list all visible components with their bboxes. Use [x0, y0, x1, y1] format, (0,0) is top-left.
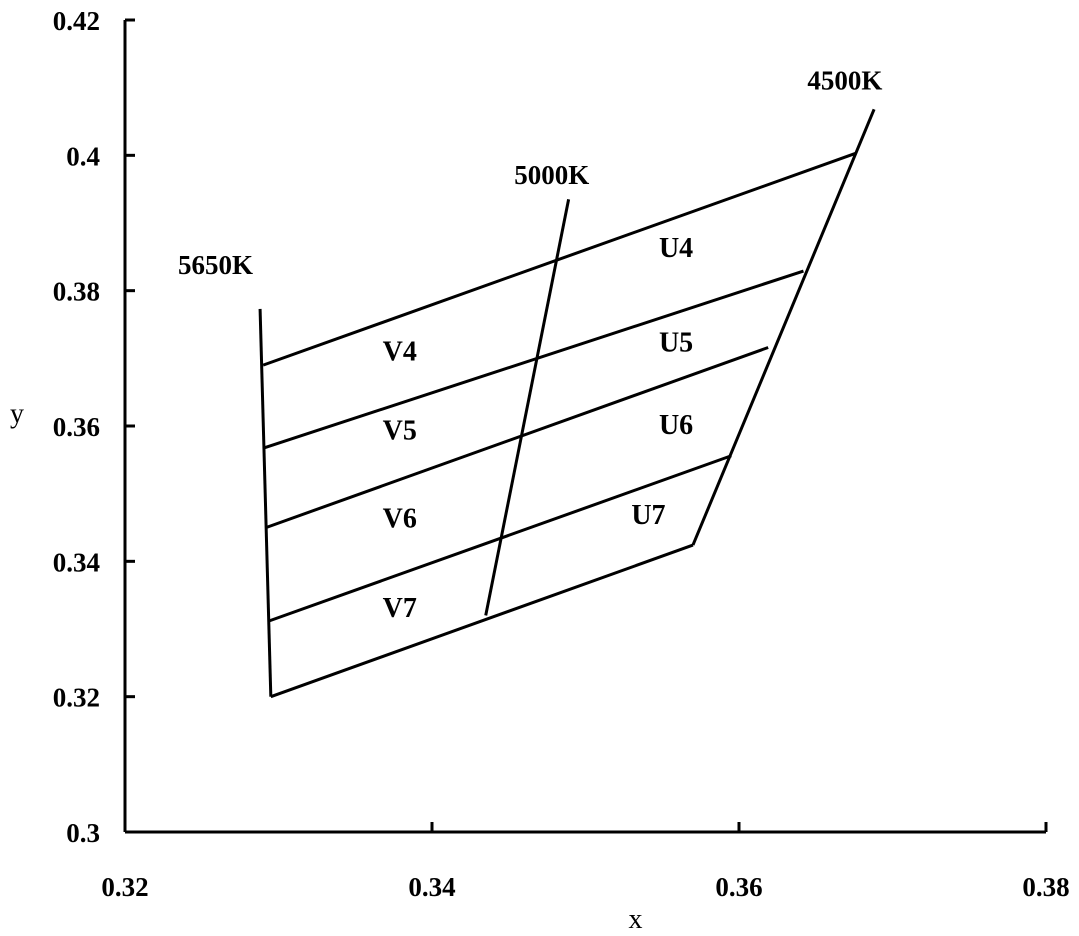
y-tick-label: 0.36: [53, 412, 100, 442]
cct-line: [486, 199, 569, 615]
y-axis-title: y: [10, 399, 24, 430]
y-ticks: 0.3 0.32 0.34 0.36 0.38 0.4 0.42: [53, 6, 135, 848]
cell-label: U7: [631, 500, 665, 531]
y-tick-label: 0.4: [66, 141, 100, 171]
cct-line: [693, 109, 874, 545]
cell-label: V4: [383, 336, 417, 367]
x-ticks: 0.32 0.34 0.36 0.38: [101, 822, 1069, 902]
cell-label: V6: [383, 504, 417, 535]
cct-label: 5000K: [514, 160, 589, 190]
cell-label: V5: [383, 416, 417, 447]
isolines: [263, 153, 856, 696]
cell-label: U4: [659, 233, 693, 264]
cell-label: U6: [659, 410, 693, 441]
y-tick-label: 0.34: [53, 547, 100, 577]
isoline: [271, 545, 693, 697]
x-tick-label: 0.34: [408, 872, 455, 902]
cell-label: V7: [383, 593, 417, 624]
x-tick-label: 0.36: [715, 872, 762, 902]
isoline: [265, 271, 804, 448]
x-tick-label: 0.38: [1022, 872, 1069, 902]
cct-line: [260, 309, 271, 697]
y-tick-label: 0.32: [53, 683, 100, 713]
y-tick-label: 0.3: [66, 818, 100, 848]
y-tick-label: 0.38: [53, 277, 100, 307]
cct-label: 5650K: [178, 250, 253, 280]
x-axis-title: x: [629, 904, 643, 935]
cct-label: 4500K: [807, 66, 882, 96]
x-tick-label: 0.32: [101, 872, 148, 902]
y-tick-label: 0.42: [53, 6, 100, 36]
cell-label: U5: [659, 328, 693, 359]
